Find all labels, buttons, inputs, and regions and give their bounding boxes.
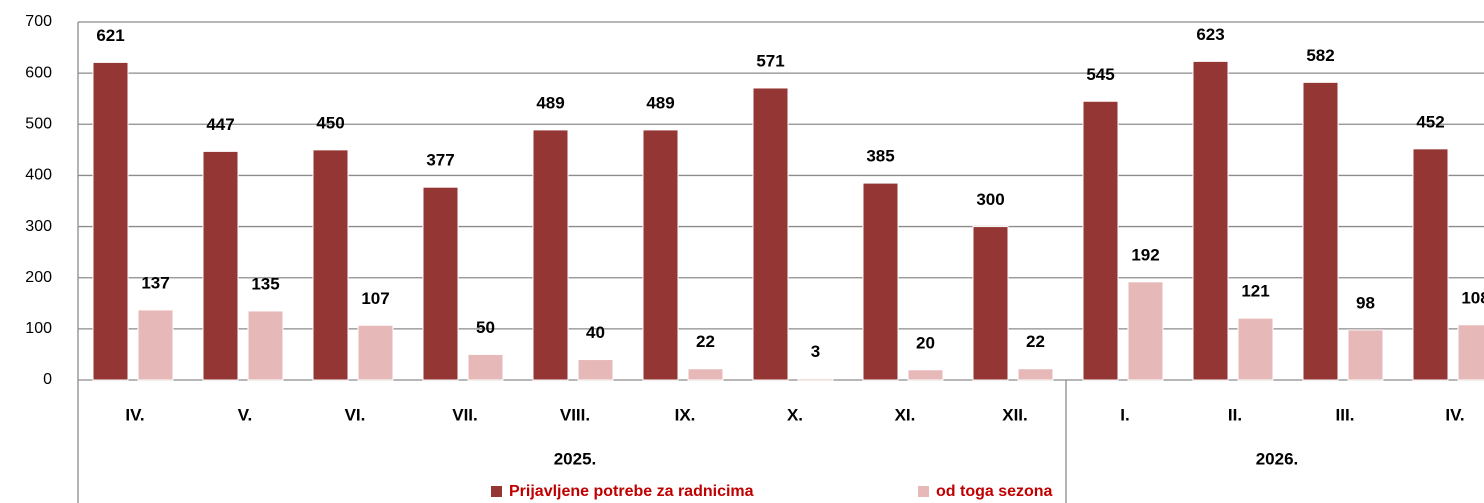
value-label: 545 <box>1086 65 1114 84</box>
group-label: 2025. <box>554 449 597 468</box>
bar <box>1347 329 1384 381</box>
value-label: 489 <box>646 93 674 112</box>
bar <box>1302 81 1339 381</box>
value-label: 50 <box>476 318 495 337</box>
value-label: 582 <box>1306 46 1334 65</box>
value-label: 108 <box>1461 288 1484 307</box>
x-tick-label: II. <box>1228 405 1242 424</box>
x-tick-label: I. <box>1120 405 1129 424</box>
bar <box>1082 100 1119 381</box>
bar <box>247 310 284 381</box>
value-label: 192 <box>1131 245 1159 264</box>
y-tick-label: 0 <box>43 371 52 388</box>
bar <box>312 149 349 381</box>
x-tick-label: III. <box>1336 405 1355 424</box>
y-tick-label: 400 <box>25 167 52 184</box>
value-label: 623 <box>1196 25 1224 44</box>
value-label: 137 <box>141 273 169 292</box>
bar <box>1237 317 1274 381</box>
bar <box>357 324 394 381</box>
bar <box>1192 60 1229 381</box>
y-tick-label: 100 <box>25 320 52 337</box>
bar <box>1412 148 1449 381</box>
bar <box>467 353 504 381</box>
bar <box>797 377 834 381</box>
bar <box>137 309 174 381</box>
value-label: 300 <box>976 190 1004 209</box>
bar <box>752 87 789 381</box>
legend-label: Prijavljene potrebe za radnicima <box>509 483 754 500</box>
bar <box>577 359 614 381</box>
bar <box>972 226 1009 381</box>
y-tick-label: 300 <box>25 218 52 235</box>
value-label: 22 <box>1026 332 1045 351</box>
bar <box>642 129 679 381</box>
bar <box>907 369 944 381</box>
value-label: 98 <box>1356 293 1375 312</box>
value-label: 452 <box>1416 112 1444 131</box>
value-label: 450 <box>316 113 344 132</box>
value-label: 40 <box>586 323 605 342</box>
x-tick-label: VI. <box>345 405 366 424</box>
x-tick-label: VIII. <box>560 405 590 424</box>
value-label: 135 <box>251 274 279 293</box>
bar <box>202 150 239 381</box>
x-tick-label: IV. <box>1445 405 1464 424</box>
value-label: 621 <box>96 26 124 45</box>
bar <box>1457 324 1484 381</box>
bar <box>532 129 569 381</box>
value-label: 447 <box>206 115 234 134</box>
value-label: 121 <box>1241 282 1269 301</box>
value-label: 22 <box>696 332 715 351</box>
x-tick-label: IV. <box>125 405 144 424</box>
bar <box>1017 368 1054 381</box>
y-tick-label: 700 <box>25 13 52 30</box>
value-label: 107 <box>361 289 389 308</box>
value-label: 3 <box>811 342 820 361</box>
value-label: 571 <box>756 51 784 70</box>
value-label: 20 <box>916 333 935 352</box>
x-tick-label: XI. <box>895 405 916 424</box>
x-tick-label: XII. <box>1002 405 1028 424</box>
value-label: 489 <box>536 93 564 112</box>
x-tick-label: IX. <box>675 405 696 424</box>
bar <box>687 368 724 381</box>
bar <box>862 182 899 381</box>
x-tick-label: V. <box>238 405 253 424</box>
y-tick-label: 600 <box>25 64 52 81</box>
legend-label: od toga sezona <box>936 483 1053 500</box>
legend-swatch <box>918 486 929 497</box>
bar <box>422 186 459 381</box>
group-label: 2026. <box>1256 449 1299 468</box>
bar <box>92 61 129 381</box>
y-tick-label: 500 <box>25 116 52 133</box>
value-label: 377 <box>426 151 454 170</box>
x-tick-label: X. <box>787 405 803 424</box>
y-tick-label: 200 <box>25 269 52 286</box>
value-label: 385 <box>866 147 894 166</box>
bar <box>1127 281 1164 381</box>
legend-swatch <box>491 486 502 497</box>
x-tick-label: VII. <box>452 405 478 424</box>
